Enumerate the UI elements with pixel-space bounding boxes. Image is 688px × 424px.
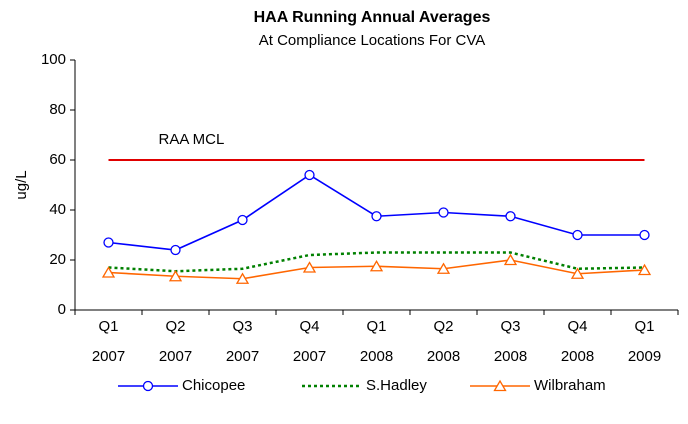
x-tick-label: Q2 (165, 318, 185, 335)
legend-marker (142, 380, 154, 392)
data-point (304, 169, 315, 181)
legend-label: Chicopee (182, 377, 245, 394)
data-point (237, 214, 248, 226)
data-point (170, 244, 181, 256)
y-tick-label: 100 (41, 51, 66, 68)
data-point (103, 237, 114, 248)
data-point (505, 211, 516, 222)
x-tick-label: Q4 (299, 318, 319, 335)
y-tick-label: 40 (49, 201, 66, 218)
x-tick-label: 2008 (360, 348, 393, 365)
x-tick-label: Q1 (634, 318, 654, 335)
x-tick-label: 2008 (427, 348, 460, 365)
data-point (235, 272, 250, 284)
data-point (168, 269, 183, 282)
x-tick-label: 2008 (494, 348, 527, 365)
y-tick-label: 20 (49, 251, 66, 268)
y-axis-label: ug/L (13, 170, 30, 199)
y-tick-label: 60 (49, 151, 66, 168)
chart-subtitle: At Compliance Locations For CVA (259, 32, 486, 49)
x-tick-label: 2007 (293, 348, 326, 365)
legend-marker (493, 379, 507, 392)
data-point (637, 263, 652, 276)
chart-title: HAA Running Annual Averages (254, 9, 491, 26)
x-tick-label: Q4 (567, 318, 587, 335)
x-tick-label: Q3 (500, 318, 520, 335)
data-point (572, 229, 583, 241)
x-tick-label: 2007 (226, 348, 259, 365)
x-tick-label: 2008 (561, 348, 594, 365)
x-tick-label: Q2 (433, 318, 453, 335)
data-point (503, 253, 518, 266)
data-point (302, 261, 317, 273)
x-tick-label: 2007 (92, 348, 125, 365)
x-tick-label: Q3 (232, 318, 252, 335)
data-point (369, 259, 384, 272)
x-tick-label: Q1 (366, 318, 386, 335)
y-tick-label: 80 (49, 101, 66, 118)
data-point (101, 266, 116, 278)
legend-label: Wilbraham (534, 377, 606, 394)
reference-label: RAA MCL (159, 131, 225, 148)
data-point (570, 267, 585, 279)
x-tick-label: 2009 (628, 348, 661, 365)
data-point (438, 207, 449, 218)
x-tick-label: Q1 (98, 318, 118, 335)
legend-label: S.Hadley (366, 377, 427, 394)
data-point (371, 211, 382, 222)
x-tick-label: 2007 (159, 348, 192, 365)
data-point (436, 262, 451, 274)
data-point (639, 229, 650, 241)
y-tick-label: 0 (58, 301, 66, 318)
